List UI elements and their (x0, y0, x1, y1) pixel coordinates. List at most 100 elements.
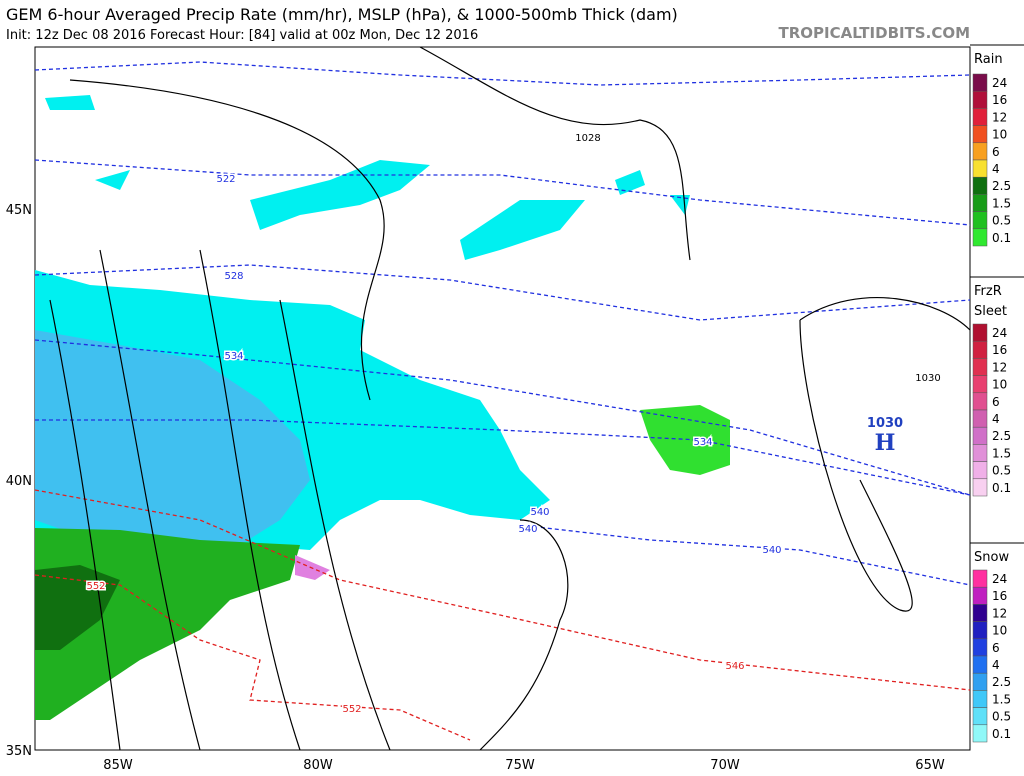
thickness-blue (34, 61, 971, 586)
contour-label: 546 (725, 661, 744, 672)
contour-label: 540 (530, 507, 549, 518)
legend-swatch (972, 569, 988, 588)
legend-title: Rain (974, 52, 1003, 67)
contour-label: 1028 (575, 133, 600, 144)
precip-rain-heavy (35, 565, 120, 650)
legend-label: 1.5 (992, 196, 1011, 210)
contour-label: 1030 (915, 373, 940, 384)
precip-snow (460, 200, 585, 260)
legend-label: 4 (992, 412, 1000, 426)
title: GEM 6-hour Averaged Precip Rate (mm/hr),… (6, 5, 678, 24)
high-symbol: H (875, 430, 896, 456)
legend-title: FrzR (974, 284, 1002, 299)
contour-label: 540 (762, 545, 781, 556)
legend-swatch (972, 690, 988, 708)
legend-swatch (972, 142, 988, 161)
legend-label: 12 (992, 110, 1007, 124)
contour-label: 522 (216, 174, 235, 185)
lat-lon-labels: 45N 40N 35N 85W 80W 75W 70W 65W (6, 203, 945, 773)
legend-swatch (972, 228, 988, 247)
legend-swatch (972, 392, 988, 411)
legend-swatch (972, 90, 988, 109)
lon-label: 65W (915, 758, 945, 772)
contour-label: 528 (224, 271, 243, 282)
legend-swatch (972, 426, 988, 445)
legend-swatch (972, 444, 988, 462)
legend-label: 12 (992, 360, 1007, 374)
legend-swatch (972, 478, 988, 497)
contour-label: 540 (518, 524, 537, 535)
legend-title: Snow (974, 550, 1009, 565)
legend: Rain 24 16 12 10 6 4 2.5 1.5 0.5 0.1 FrzR Sleet 24 16 1… (970, 44, 1024, 743)
legend-label: 16 (992, 93, 1007, 107)
legend-label: 0.1 (992, 727, 1011, 741)
high-pressure: 1030 (867, 416, 903, 431)
lon-label: 75W (505, 758, 535, 772)
contour-label: 552 (342, 704, 361, 715)
legend-swatch (972, 461, 988, 480)
legend-swatch (972, 707, 988, 726)
thickness-red (34, 489, 971, 741)
legend-label: 10 (992, 624, 1007, 638)
legend-swatch (972, 194, 988, 212)
legend-label: 2.5 (992, 429, 1011, 443)
legend-swatch (972, 409, 988, 428)
legend-swatch (972, 159, 988, 178)
legend-label: 24 (992, 572, 1007, 586)
precip-rain (640, 405, 730, 475)
contour-label: 534 (693, 437, 712, 448)
lat-label: 35N (6, 744, 32, 759)
legend-swatch (972, 621, 988, 640)
legend-label: 1.5 (992, 692, 1011, 706)
legend-swatch (972, 108, 988, 126)
map: 45N 40N 35N 85W 80W 75W 70W 65W 1028 522 528 534 53… (6, 46, 971, 773)
precip-snow-heavy (35, 330, 310, 560)
legend-label: 0.5 (992, 214, 1011, 228)
legend-label: 1.5 (992, 446, 1011, 460)
precip-snow (250, 160, 430, 230)
contour-label: 552 (86, 581, 105, 592)
legend-label: 0.1 (992, 231, 1011, 245)
legend-swatch (972, 655, 988, 674)
legend-swatch (972, 586, 988, 605)
site-name: TROPICALTIDBITS.COM (779, 24, 971, 42)
isobars (49, 46, 971, 751)
legend-label: 0.1 (992, 481, 1011, 495)
legend-label: 6 (992, 641, 1000, 655)
legend-label: 2.5 (992, 675, 1011, 689)
lon-label: 70W (710, 758, 740, 772)
legend-swatch (972, 176, 988, 195)
legend-label: 16 (992, 343, 1007, 357)
legend-swatch (972, 358, 988, 376)
lon-label: 85W (103, 758, 133, 772)
legend-swatch (972, 323, 988, 342)
legend-label: 6 (992, 395, 1000, 409)
legend-label: 10 (992, 378, 1007, 392)
lat-label: 40N (6, 474, 32, 489)
legend-swatch (972, 73, 988, 92)
legend-swatch (972, 125, 988, 144)
precip-sleet (295, 555, 330, 580)
legend-swatch (972, 672, 988, 691)
legend-label: 16 (992, 589, 1007, 603)
legend-label: 2.5 (992, 179, 1011, 193)
legend-label: 12 (992, 606, 1007, 620)
lat-label: 45N (6, 203, 32, 218)
legend-label: 24 (992, 76, 1007, 90)
legend-label: 4 (992, 658, 1000, 672)
legend-label: 6 (992, 145, 1000, 159)
legend-swatch (972, 340, 988, 359)
legend-swatch (972, 638, 988, 657)
legend-swatch (972, 375, 988, 394)
legend-swatch (972, 724, 988, 743)
legend-label: 4 (992, 162, 1000, 176)
contour-label: 534 (224, 351, 243, 362)
legend-label: 0.5 (992, 464, 1011, 478)
subtitle: Init: 12z Dec 08 2016 Forecast Hour: [84… (6, 28, 478, 43)
legend-swatch (972, 604, 988, 622)
legend-swatch (972, 211, 988, 230)
legend-title: Sleet (974, 304, 1007, 319)
legend-label: 0.5 (992, 710, 1011, 724)
legend-label: 10 (992, 128, 1007, 142)
